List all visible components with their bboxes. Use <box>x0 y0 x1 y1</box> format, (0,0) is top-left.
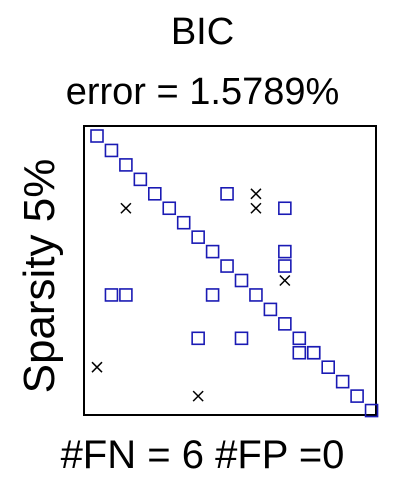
estimated-square-marker <box>176 215 191 230</box>
estimated-square-marker <box>321 360 336 375</box>
estimated-square-marker <box>119 288 133 302</box>
x-stroke <box>192 390 204 402</box>
estimated-square-marker <box>306 345 321 360</box>
estimated-square-marker <box>292 331 307 346</box>
estimated-square-marker <box>162 201 177 216</box>
estimated-square-marker <box>90 129 104 143</box>
true-x-marker <box>250 202 262 214</box>
estimated-square-marker <box>104 288 119 302</box>
estimated-square-marker <box>263 302 278 317</box>
estimated-square-marker <box>220 259 234 273</box>
estimated-square-marker <box>306 345 321 360</box>
true-x-marker <box>91 361 103 373</box>
y-axis-label: Sparsity 5% <box>15 158 64 394</box>
x-stroke <box>279 274 291 287</box>
estimated-square-marker <box>205 244 220 259</box>
estimated-square-marker <box>350 389 364 403</box>
estimated-square-marker <box>220 187 234 201</box>
true-x-marker <box>250 188 262 200</box>
estimated-square-marker <box>278 317 292 331</box>
estimated-square-marker <box>148 187 162 201</box>
estimated-square-marker <box>119 158 133 172</box>
plot-marks <box>90 129 379 418</box>
estimated-square-marker <box>278 201 292 216</box>
estimated-square-marker <box>234 331 249 346</box>
x-axis-label: #FN = 6 #FP =0 <box>60 433 345 477</box>
x-stroke <box>250 188 262 200</box>
estimated-square-marker <box>191 230 205 244</box>
true-x-marker <box>279 274 291 287</box>
estimated-square-marker <box>191 331 205 346</box>
estimated-square-marker <box>335 374 350 389</box>
estimated-square-marker <box>205 288 220 302</box>
plot-frame <box>83 125 377 416</box>
x-stroke <box>250 202 262 214</box>
estimated-square-marker <box>364 403 379 418</box>
estimated-square-marker <box>278 244 292 259</box>
estimated-square-marker <box>104 143 119 158</box>
x-stroke <box>91 361 103 373</box>
chart-subtitle-error: error = 1.5789% <box>65 71 340 113</box>
chart-title: BIC <box>170 11 235 53</box>
estimated-square-marker <box>292 345 307 360</box>
estimated-square-marker <box>249 288 263 302</box>
true-x-marker <box>192 390 204 402</box>
estimated-square-marker <box>133 172 148 187</box>
estimated-square-marker <box>234 273 249 288</box>
x-stroke <box>120 202 132 214</box>
estimated-square-marker <box>278 259 292 273</box>
true-x-marker <box>120 202 132 214</box>
